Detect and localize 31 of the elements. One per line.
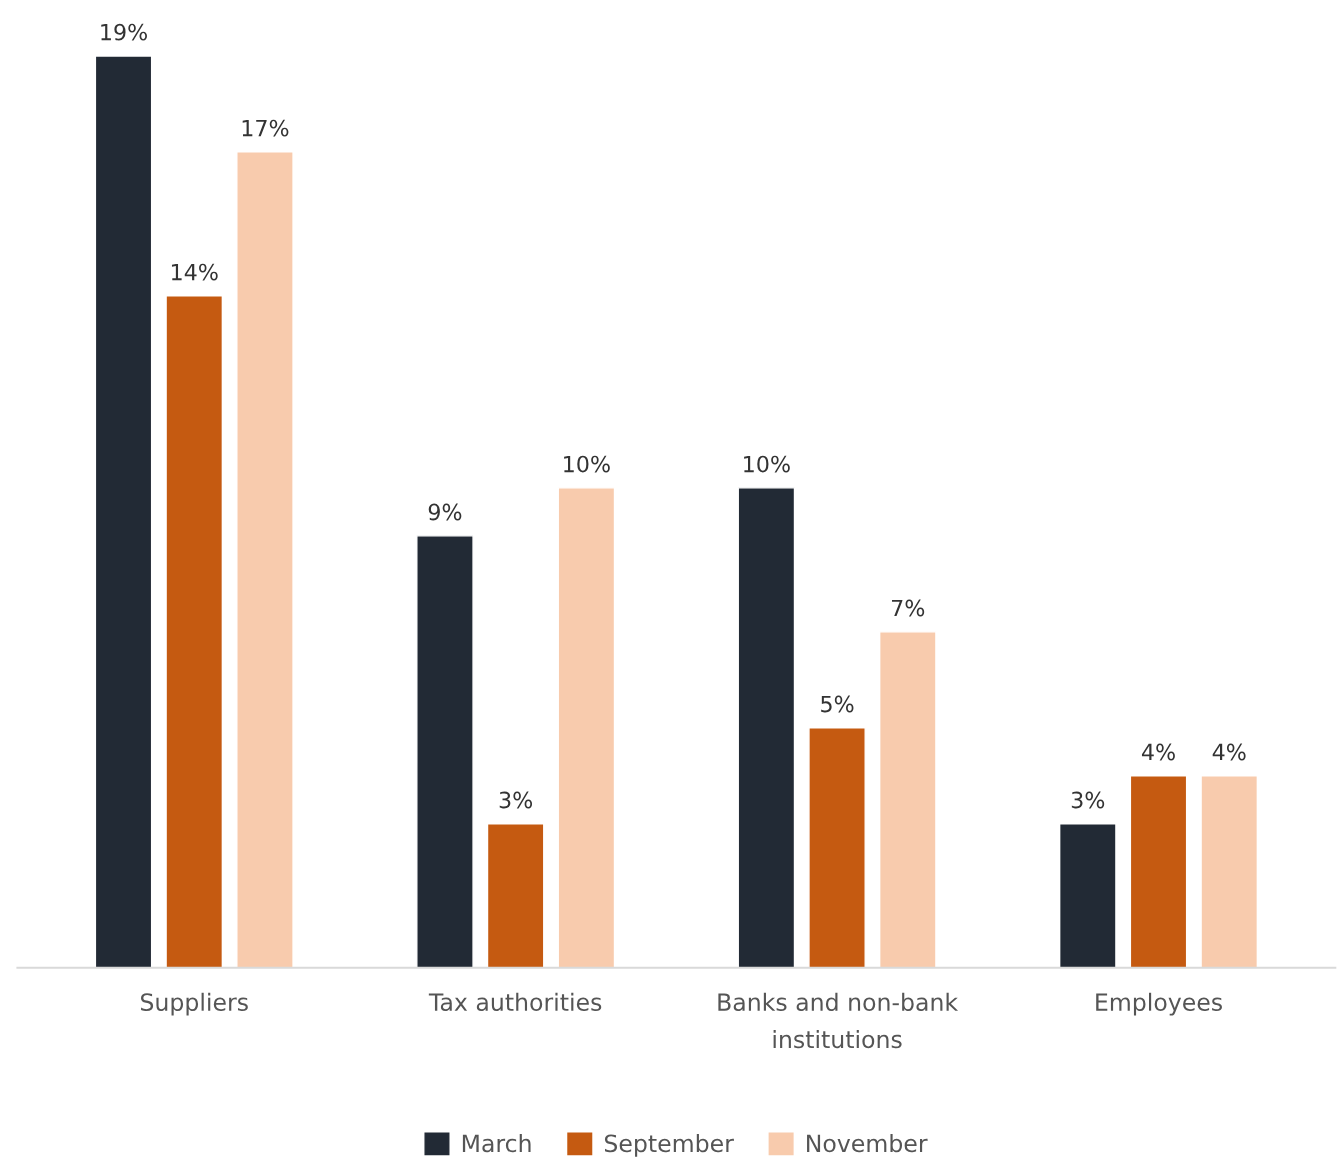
data-label: 3%	[1071, 791, 1105, 809]
data-label: 4%	[1212, 743, 1246, 761]
data-label: 19%	[101, 23, 147, 41]
x-tick-label: Suppliers	[140, 992, 248, 1016]
bar	[165, 295, 224, 968]
x-tick-label: Tax authorities	[428, 992, 602, 1012]
x-tick-label: Employees	[1096, 992, 1222, 1016]
legend-label: March	[462, 1134, 531, 1153]
bar	[1129, 775, 1188, 968]
legend-label: November	[807, 1134, 928, 1153]
data-label: 14%	[171, 263, 218, 281]
bar	[808, 727, 866, 968]
data-label: 17%	[242, 119, 289, 137]
bar	[557, 487, 616, 968]
bar	[737, 487, 796, 968]
x-tick-label: Banks and non-bank institutions	[718, 992, 959, 1049]
bar	[1200, 775, 1259, 968]
bar	[878, 631, 937, 968]
data-label: 10%	[564, 455, 610, 473]
bar	[236, 151, 294, 968]
data-label: 10%	[744, 455, 790, 473]
bar	[486, 823, 545, 968]
data-label: 5%	[821, 695, 854, 713]
data-label: 4%	[1141, 743, 1175, 761]
legend-label: September	[604, 1134, 734, 1157]
data-label: 7%	[891, 599, 925, 617]
bar	[416, 535, 474, 968]
data-label: 9%	[428, 503, 462, 521]
bar	[1058, 823, 1117, 968]
bar	[94, 55, 153, 968]
data-label: 3%	[499, 791, 533, 809]
